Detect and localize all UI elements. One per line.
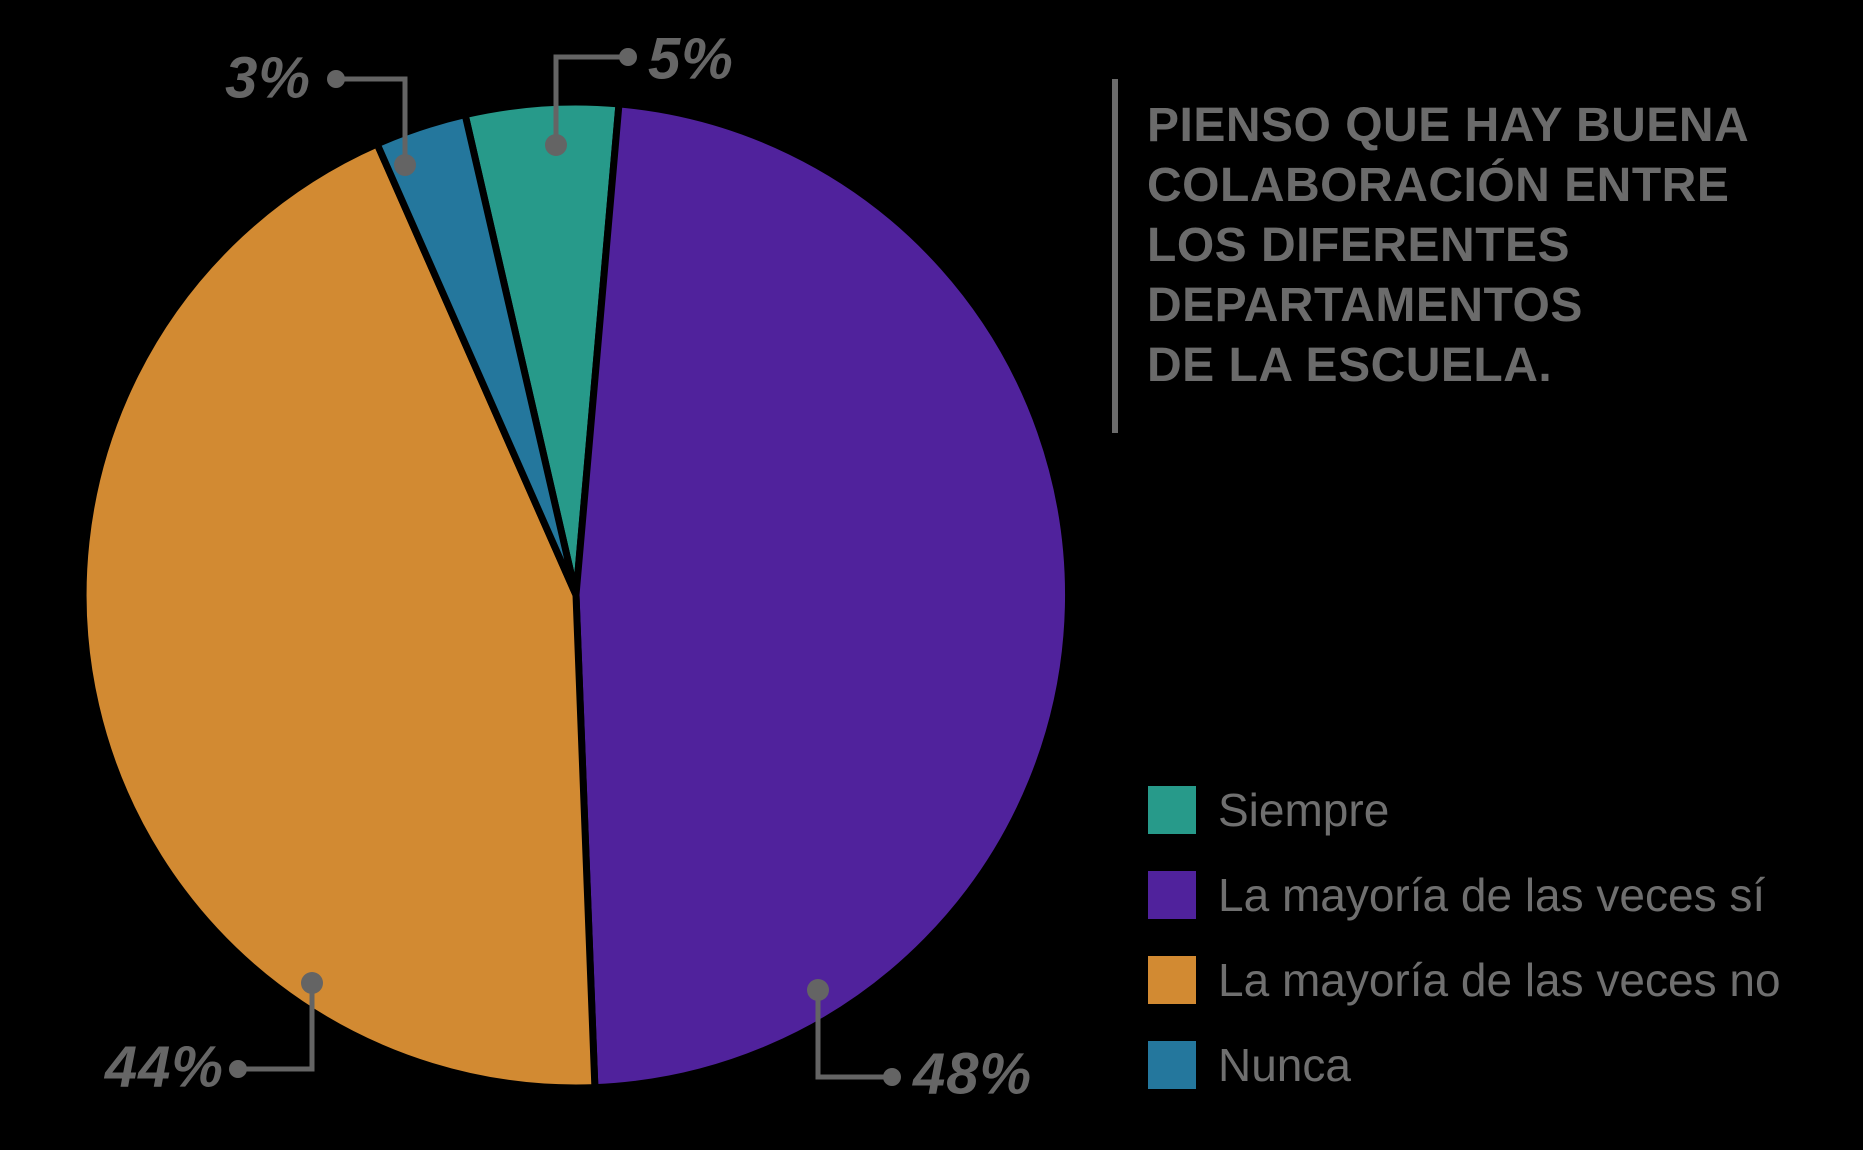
legend-item-siempre: Siempre xyxy=(1148,784,1781,836)
legend-item-mayoria-si: La mayoría de las veces sí xyxy=(1148,869,1781,921)
leader-dot-slice-3 xyxy=(394,154,416,176)
legend-swatch-mayoria-si xyxy=(1148,871,1196,919)
legend-swatch-mayoria-no xyxy=(1148,956,1196,1004)
leader-dot-label-0 xyxy=(619,48,637,66)
leader-line-0 xyxy=(553,54,628,145)
legend-label-siempre: Siempre xyxy=(1218,784,1390,836)
data-label-nunca: 3% xyxy=(225,45,311,111)
leader-dot-slice-0 xyxy=(545,134,567,156)
legend-label-nunca: Nunca xyxy=(1218,1039,1351,1091)
leader-dot-label-1 xyxy=(883,1068,901,1086)
chart-title: PIENSO QUE HAY BUENA COLABORACIÓN ENTRE … xyxy=(1147,96,1749,396)
leader-line-2 xyxy=(238,983,315,1072)
pie-slice-3 xyxy=(373,111,580,599)
leader-line-3 xyxy=(336,76,408,165)
legend-label-mayoria-si: La mayoría de las veces sí xyxy=(1218,869,1766,921)
title-line: DE LA ESCUELA. xyxy=(1147,339,1553,392)
legend-item-mayoria-no: La mayoría de las veces no xyxy=(1148,954,1781,1006)
data-label-mayoria-no: 44% xyxy=(104,1034,224,1100)
leader-dot-slice-1 xyxy=(807,979,829,1001)
data-label-mayoria-si: 48% xyxy=(913,1041,1033,1107)
legend-label-mayoria-no: La mayoría de las veces no xyxy=(1218,954,1781,1006)
pie-slice-1 xyxy=(572,100,1073,1092)
legend-swatch-siempre xyxy=(1148,786,1196,834)
title-line: DEPARTAMENTOS xyxy=(1147,279,1583,332)
legend: Siempre La mayoría de las veces sí La ma… xyxy=(1148,784,1781,1091)
data-label-siempre: 5% xyxy=(648,26,734,92)
title-accent-bar xyxy=(1112,79,1118,433)
pie-slice-2 xyxy=(79,140,599,1092)
leader-dot-slice-2 xyxy=(301,972,323,994)
title-line: COLABORACIÓN ENTRE xyxy=(1147,159,1730,212)
legend-item-nunca: Nunca xyxy=(1148,1039,1781,1091)
leader-dot-label-3 xyxy=(327,70,345,88)
leader-dot-label-2 xyxy=(229,1060,247,1078)
title-line: PIENSO QUE HAY BUENA xyxy=(1147,99,1750,152)
title-line: LOS DIFERENTES xyxy=(1147,219,1571,272)
leader-line-1 xyxy=(815,990,892,1080)
legend-swatch-nunca xyxy=(1148,1041,1196,1089)
